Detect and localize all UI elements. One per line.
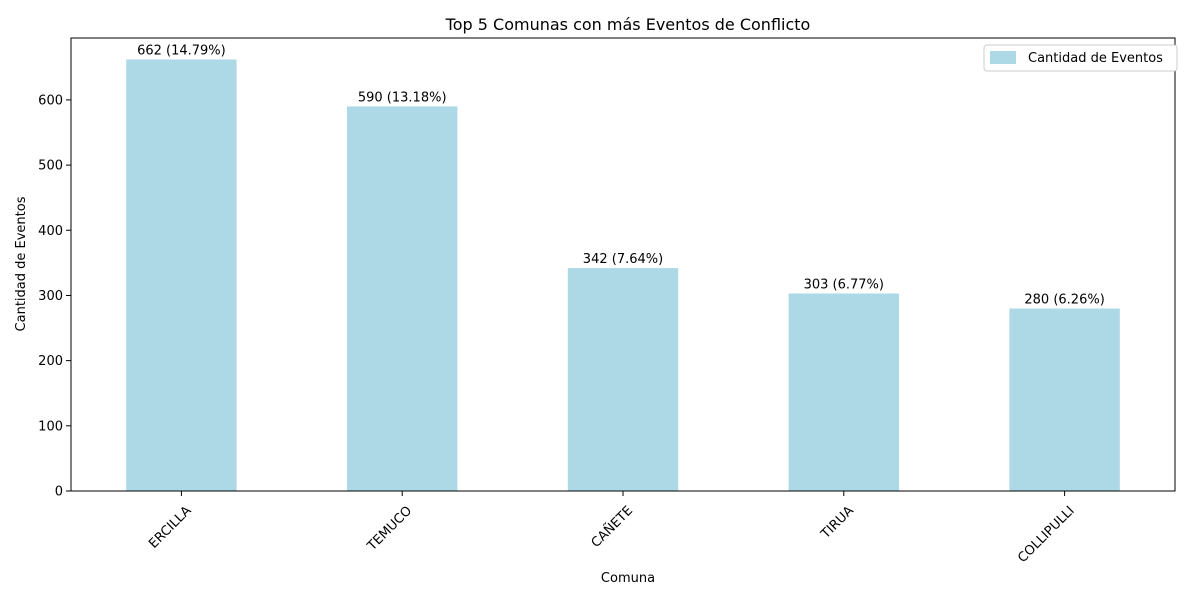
- bar-data-label: 662 (14.79%): [137, 44, 226, 59]
- y-tick-label: 300: [38, 289, 63, 304]
- y-axis: 0 100 200 300 400 500 600: [38, 93, 71, 500]
- legend: Cantidad de Eventos: [983, 44, 1178, 72]
- bar: [788, 293, 899, 491]
- bar-data-label: 590 (13.18%): [358, 90, 447, 105]
- bar: [126, 59, 237, 492]
- y-tick-label: 100: [38, 419, 63, 434]
- bar-data-label: 303 (6.77%): [804, 278, 884, 293]
- plot-frame: [70, 37, 1176, 492]
- bars-group: [126, 59, 1120, 492]
- bar: [1009, 308, 1120, 491]
- legend-box: [983, 44, 1178, 72]
- y-tick-label: 400: [38, 224, 63, 239]
- y-axis-label: Cantidad de Eventos: [14, 196, 29, 331]
- y-tick-label: 200: [38, 354, 63, 369]
- y-tick-label: 500: [38, 159, 63, 174]
- bar: [347, 106, 458, 492]
- x-axis-label: Comuna: [601, 571, 655, 586]
- legend-swatch: [990, 51, 1016, 64]
- bar-data-label: 280 (6.26%): [1024, 292, 1104, 307]
- chart-title: Top 5 Comunas con más Eventos de Conflic…: [445, 15, 811, 34]
- bar-data-label: 342 (7.64%): [583, 252, 663, 267]
- bar: [567, 268, 679, 491]
- data-labels-group: 662 (14.79%) 590 (13.18%) 342 (7.64%) 303 (…: [137, 44, 1105, 308]
- y-tick-label: 600: [38, 93, 63, 108]
- y-tick-label: 0: [55, 485, 63, 500]
- legend-label: Cantidad de Eventos: [1028, 51, 1163, 66]
